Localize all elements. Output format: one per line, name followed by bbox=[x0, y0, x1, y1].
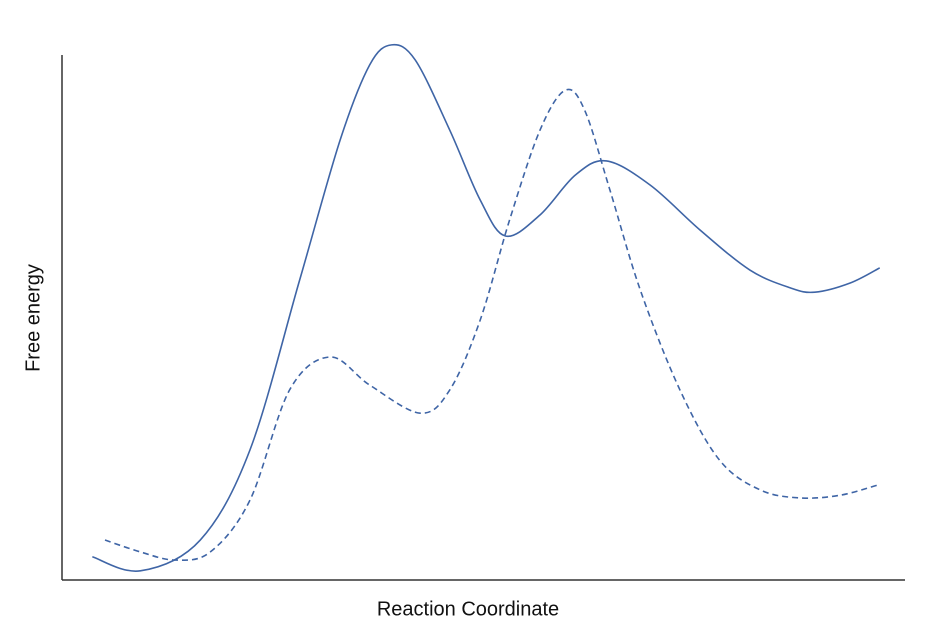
energy-curve bbox=[104, 88, 879, 561]
energy-curve bbox=[92, 43, 881, 572]
y-axis-label: Free energy bbox=[22, 264, 44, 372]
x-axis-label: Reaction Coordinate bbox=[377, 598, 559, 620]
